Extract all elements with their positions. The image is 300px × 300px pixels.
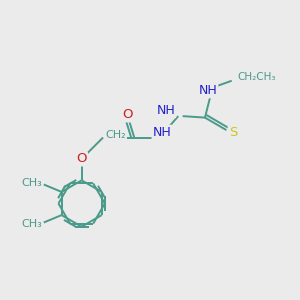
Text: O: O	[122, 108, 133, 122]
Text: CH₃: CH₃	[22, 178, 42, 188]
Text: NH: NH	[152, 126, 171, 139]
Text: CH₂: CH₂	[105, 130, 126, 140]
Text: NH: NH	[199, 84, 217, 98]
Text: CH₂CH₃: CH₂CH₃	[237, 72, 276, 82]
Text: CH₃: CH₃	[22, 219, 42, 229]
Text: S: S	[229, 126, 237, 139]
Text: NH: NH	[157, 104, 175, 117]
Text: O: O	[76, 152, 87, 165]
